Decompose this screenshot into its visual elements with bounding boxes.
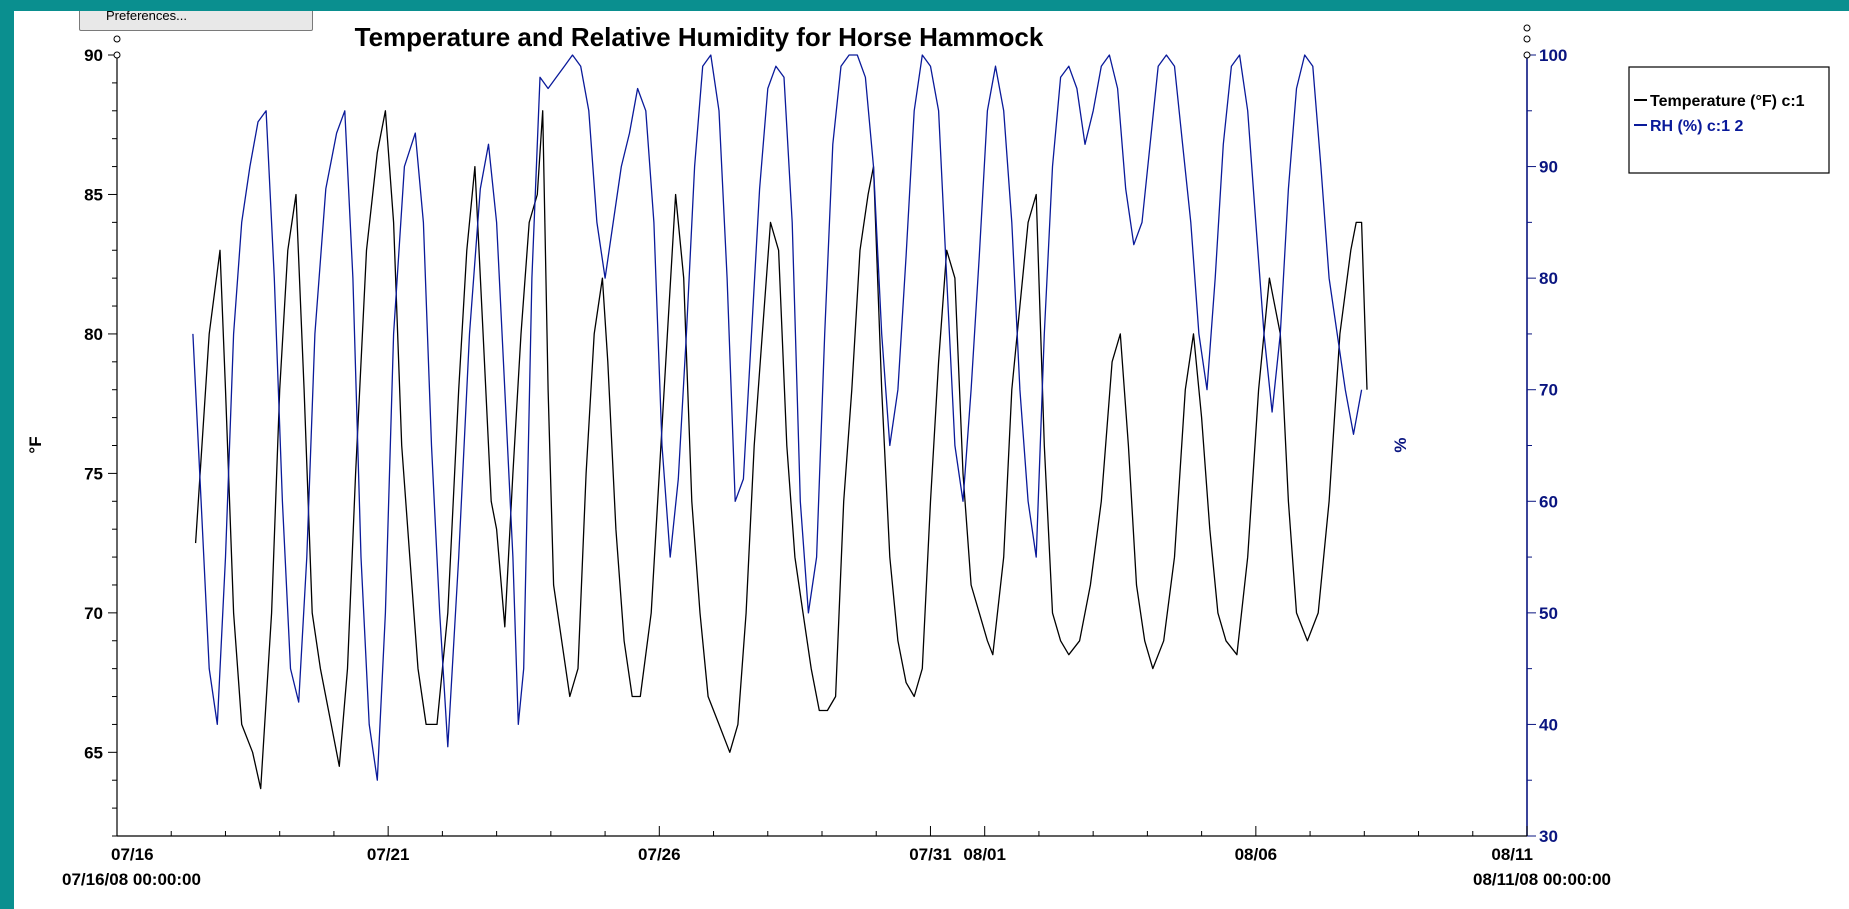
legend-label-temperature: Temperature (°F) c:1 <box>1650 93 1805 110</box>
y-right-tick-label: 90 <box>1539 158 1558 177</box>
y-left-tick-label: 70 <box>84 604 103 623</box>
x-tick-sublabel: 08/11/08 00:00:00 <box>1473 870 1611 889</box>
series-lines <box>192 54 1368 790</box>
axis-end-marker <box>1523 51 1531 59</box>
x-tick-label: 07/26 <box>638 845 681 864</box>
x-tick-label: 08/11 <box>1491 845 1533 864</box>
legend-label-humidity: RH (%) c:1 2 <box>1650 118 1743 135</box>
y-left-tick-label: 80 <box>84 325 103 344</box>
axis-end-marker <box>1523 35 1531 43</box>
x-tick-label: 07/21 <box>367 845 410 864</box>
legend: Temperature (°F) c:1 RH (%) c:1 2 <box>1628 66 1830 174</box>
axis-end-marker <box>113 35 121 43</box>
x-tick-sublabel: 07/16/08 00:00:00 <box>62 870 201 889</box>
y-right-tick-label: 50 <box>1539 604 1558 623</box>
chart: Temperature and Relative Humidity for Ho… <box>26 22 1830 889</box>
preferences-button[interactable]: Preferences... <box>79 11 313 31</box>
axes: 65 70 75 80 85 90 30 40 50 60 70 80 90 100 07/16 07/16/… <box>62 24 1611 889</box>
y-right-tick-label: 70 <box>1539 381 1558 400</box>
y-right-tick-label: 60 <box>1539 492 1558 511</box>
y-left-tick-label: 90 <box>84 46 103 65</box>
y-left-tick-label: 75 <box>84 464 103 483</box>
series-line-temperature <box>194 110 1368 790</box>
y-right-tick-label: 80 <box>1539 269 1558 288</box>
y-right-tick-label: 100 <box>1539 46 1567 65</box>
axis-end-marker <box>1523 24 1531 32</box>
x-tick-label: 07/31 <box>909 845 952 864</box>
legend-box <box>1628 66 1830 174</box>
x-tick-label: 08/01 <box>963 845 1006 864</box>
y-axis-left-label: °F <box>26 436 45 453</box>
x-tick-label: 08/06 <box>1235 845 1278 864</box>
x-tick-label: 07/16 <box>111 845 154 864</box>
y-right-tick-label: 30 <box>1539 827 1558 846</box>
y-left-tick-label: 65 <box>84 743 103 762</box>
axis-end-marker <box>113 51 121 59</box>
y-right-tick-label: 40 <box>1539 715 1558 734</box>
y-left-tick-label: 85 <box>84 185 103 204</box>
chart-title: Temperature and Relative Humidity for Ho… <box>355 22 1044 52</box>
series-line-humidity <box>192 54 1363 781</box>
y-axis-right-label: % <box>1391 437 1410 452</box>
chart-window: Preferences... Temperature and Relative … <box>14 11 1849 909</box>
